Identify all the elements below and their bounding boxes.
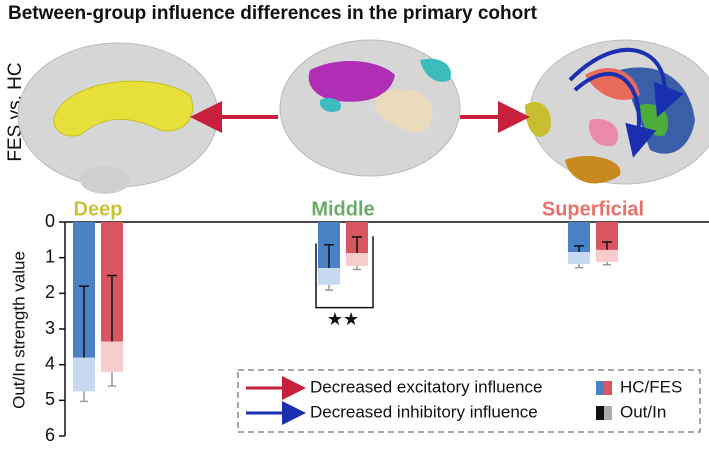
brain-middle — [279, 39, 461, 177]
brain-deep — [17, 42, 219, 194]
y-tick-label: 6 — [45, 425, 55, 445]
y-tick-label: 3 — [45, 318, 55, 338]
brain-superficial — [525, 39, 709, 185]
side-label: FES vs. HC — [5, 62, 26, 161]
y-tick-label: 5 — [45, 389, 55, 409]
legend-label: Decreased excitatory influence — [310, 377, 542, 396]
significance-bracket — [315, 236, 374, 309]
legend-box — [237, 369, 701, 433]
legend-label: Decreased inhibitory influence — [310, 402, 538, 421]
legend-label: HC/FES — [620, 377, 682, 396]
legend-swatch — [596, 406, 604, 420]
y-axis-label: Out/In strength value — [9, 251, 28, 409]
significance: ★★ — [327, 309, 359, 329]
title: Between-group influence differences in t… — [8, 3, 538, 24]
y-tick-label: 0 — [45, 211, 55, 231]
out-bar — [596, 222, 618, 250]
legend-swatch — [604, 406, 612, 420]
out-bar — [568, 222, 590, 252]
legend-swatch — [604, 381, 612, 395]
group-label: Deep — [74, 198, 123, 220]
group-label: Superficial — [542, 198, 644, 220]
legend-label: Out/In — [620, 402, 666, 421]
y-tick-label: 1 — [45, 246, 55, 266]
legend-swatch — [596, 381, 604, 395]
group-label: Middle — [311, 198, 374, 220]
y-tick-label: 4 — [45, 353, 55, 373]
y-tick-label: 2 — [45, 282, 55, 302]
